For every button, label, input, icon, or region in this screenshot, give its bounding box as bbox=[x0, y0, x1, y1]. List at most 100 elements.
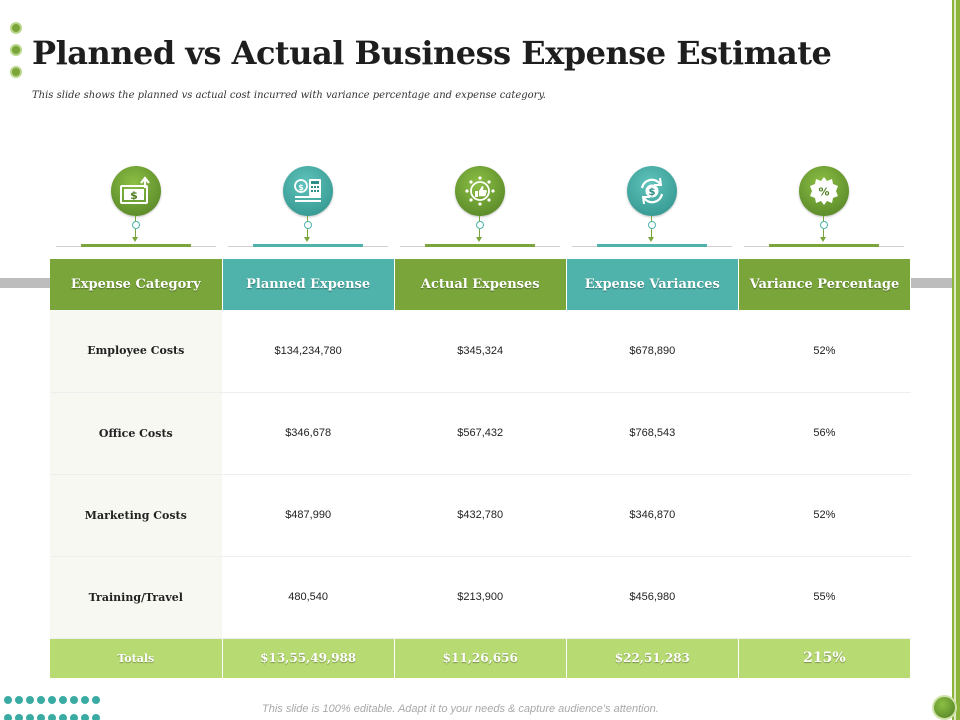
thumbs-up-settings-icon bbox=[455, 166, 505, 216]
decor-dot bbox=[10, 44, 22, 56]
totals-variance: $22,51,283 bbox=[566, 638, 739, 678]
category-cell: Office Costs bbox=[50, 392, 223, 475]
right-edge-bar-highlight bbox=[954, 0, 956, 720]
totals-row: Totals $13,55,49,988 $11,26,656 $22,51,2… bbox=[50, 638, 912, 678]
icon-accent-line bbox=[425, 244, 535, 247]
connector-ring bbox=[820, 221, 828, 229]
planned-cell: $134,234,780 bbox=[222, 310, 395, 393]
decor-dot bbox=[10, 66, 22, 78]
right-gray-bar bbox=[911, 278, 952, 288]
planned-cell: 480,540 bbox=[222, 556, 395, 639]
table-row: Marketing Costs $487,990 $432,780 $346,8… bbox=[50, 474, 912, 557]
connector-stem bbox=[651, 216, 652, 222]
table-header-row: Expense Category Planned Expense Actual … bbox=[50, 259, 912, 310]
connector-stem bbox=[479, 216, 480, 222]
actual-cell: $567,432 bbox=[394, 392, 567, 475]
decor-dot bbox=[81, 696, 89, 704]
decor-dot bbox=[59, 714, 67, 720]
budget-calculator-icon: $ bbox=[283, 166, 333, 216]
connector-ring bbox=[648, 221, 656, 229]
header-expense-category: Expense Category bbox=[50, 259, 223, 310]
decor-dot bbox=[81, 714, 89, 720]
connector-stem bbox=[135, 216, 136, 222]
dollar-cycle-icon: $ bbox=[627, 166, 677, 216]
svg-text:%: % bbox=[818, 186, 829, 199]
slide-subtitle: This slide shows the planned vs actual c… bbox=[32, 90, 546, 101]
percentage-cell: 55% bbox=[738, 556, 912, 639]
variance-cell: $346,870 bbox=[566, 474, 739, 557]
decor-dot bbox=[70, 696, 78, 704]
top-left-decoration bbox=[10, 22, 22, 88]
decor-dot bbox=[26, 696, 34, 704]
percentage-cell: 52% bbox=[738, 474, 912, 557]
actual-cell: $432,780 bbox=[394, 474, 567, 557]
connector-ring bbox=[304, 221, 312, 229]
totals-percentage: 215% bbox=[738, 638, 912, 678]
bottom-left-decoration bbox=[4, 696, 104, 720]
planned-cell: $487,990 bbox=[222, 474, 395, 557]
header-actual-expenses: Actual Expenses bbox=[394, 259, 567, 310]
bottom-right-decor-circle bbox=[932, 695, 957, 720]
variance-cell: $456,980 bbox=[566, 556, 739, 639]
table-row: Training/Travel 480,540 $213,900 $456,98… bbox=[50, 556, 912, 639]
decor-dot bbox=[26, 714, 34, 720]
icon-column-expense-variances: $ bbox=[572, 166, 732, 256]
decor-dot bbox=[48, 714, 56, 720]
icon-accent-line bbox=[81, 244, 191, 247]
planned-cell: $346,678 bbox=[222, 392, 395, 475]
connector-stem bbox=[823, 216, 824, 222]
header-planned-expense: Planned Expense bbox=[222, 259, 395, 310]
icon-accent-line bbox=[597, 244, 707, 247]
icon-accent-line bbox=[253, 244, 363, 247]
category-cell: Marketing Costs bbox=[50, 474, 223, 557]
connector-ring bbox=[132, 221, 140, 229]
slide-title: Planned vs Actual Business Expense Estim… bbox=[32, 34, 832, 72]
right-edge-bar bbox=[952, 0, 960, 720]
table-row: Office Costs $346,678 $567,432 $768,543 … bbox=[50, 392, 912, 475]
percentage-cell: 56% bbox=[738, 392, 912, 475]
totals-label: Totals bbox=[50, 638, 223, 678]
left-gray-bar bbox=[0, 278, 50, 288]
actual-cell: $345,324 bbox=[394, 310, 567, 393]
connector-arrow bbox=[132, 229, 138, 242]
decor-dot bbox=[70, 714, 78, 720]
connector-ring bbox=[476, 221, 484, 229]
svg-text:$: $ bbox=[130, 189, 138, 202]
decor-dot bbox=[59, 696, 67, 704]
decor-dot bbox=[92, 696, 100, 704]
svg-text:$: $ bbox=[298, 183, 304, 192]
totals-planned: $13,55,49,988 bbox=[222, 638, 395, 678]
totals-actual: $11,26,656 bbox=[394, 638, 567, 678]
decor-dot bbox=[15, 714, 23, 720]
header-variance-percentage: Variance Percentage bbox=[738, 259, 912, 310]
header-expense-variances: Expense Variances bbox=[566, 259, 739, 310]
slide-footer: This slide is 100% editable. Adapt it to… bbox=[262, 703, 659, 715]
money-growth-icon: $ bbox=[111, 166, 161, 216]
icon-accent-line bbox=[769, 244, 879, 247]
connector-arrow bbox=[820, 229, 826, 242]
decor-dot bbox=[15, 696, 23, 704]
connector-arrow bbox=[304, 229, 310, 242]
variance-cell: $768,543 bbox=[566, 392, 739, 475]
connector-stem bbox=[307, 216, 308, 222]
svg-text:$: $ bbox=[649, 187, 656, 198]
decor-dot bbox=[37, 696, 45, 704]
table-row: Employee Costs $134,234,780 $345,324 $67… bbox=[50, 310, 912, 393]
actual-cell: $213,900 bbox=[394, 556, 567, 639]
icon-column-planned-expense: $ bbox=[228, 166, 388, 256]
decor-dot bbox=[4, 696, 12, 704]
decor-dot bbox=[4, 714, 12, 720]
decor-dot bbox=[10, 22, 22, 34]
decor-dot bbox=[37, 714, 45, 720]
connector-arrow bbox=[476, 229, 482, 242]
percentage-cell: 52% bbox=[738, 310, 912, 393]
decor-dot bbox=[92, 714, 100, 720]
decor-dot bbox=[48, 696, 56, 704]
variance-cell: $678,890 bbox=[566, 310, 739, 393]
icon-column-expense-category: $ bbox=[56, 166, 216, 256]
percent-badge-icon: % bbox=[799, 166, 849, 216]
category-cell: Training/Travel bbox=[50, 556, 223, 639]
category-cell: Employee Costs bbox=[50, 310, 223, 393]
icon-column-actual-expenses bbox=[400, 166, 560, 256]
connector-arrow bbox=[648, 229, 654, 242]
